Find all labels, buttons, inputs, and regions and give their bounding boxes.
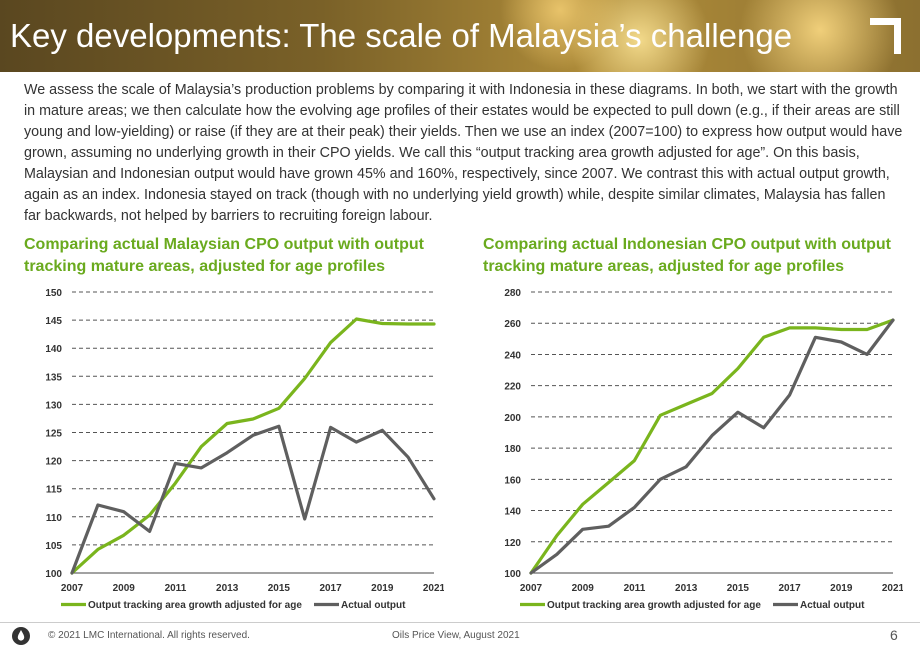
malaysia-y-tick-label: 115: [46, 485, 63, 496]
indonesia-y-tick-label: 180: [504, 444, 521, 455]
malaysia-y-tick-label: 100: [45, 569, 62, 580]
indonesia-line-chart: 100 120 140 160 180 200 220 240 260 280 2007 2009 20…: [504, 288, 903, 611]
indonesia-y-tick-label: 220: [504, 382, 521, 393]
malaysia-x-tick-label: 2011: [165, 583, 187, 594]
indonesia-chart-title: Comparing actual Indonesian CPO output w…: [483, 236, 891, 275]
malaysia-series-line-adjusted: [70, 317, 436, 575]
indonesia-y-tick-label: 160: [504, 475, 521, 486]
malaysia-series-line-actual: [70, 424, 436, 575]
malaysia-legend-label: Output tracking area growth adjusted for…: [88, 600, 302, 611]
malaysia-y-tick-label: 145: [45, 316, 62, 327]
malaysia-y-tick-label: 125: [45, 429, 62, 440]
indonesia-x-tick-label: 2019: [830, 583, 853, 594]
footer-copyright: © 2021 LMC International. All rights res…: [48, 630, 250, 641]
lmc-logo-icon: [870, 18, 901, 54]
indonesia-legend-label: Output tracking area growth adjusted for…: [547, 600, 761, 611]
malaysia-x-tick-label: 2015: [268, 583, 291, 594]
indonesia-y-tick-label: 240: [504, 350, 521, 361]
malaysia-x-tick-label: 2013: [216, 583, 239, 594]
malaysia-x-tick-label: 2007: [61, 583, 84, 594]
indonesia-y-tick-label: 140: [504, 507, 521, 518]
malaysia-line-chart: 100 105 110 115 120 125 130 135 140 145 150 2007 200…: [45, 288, 444, 611]
page-title: Key developments: The scale of Malaysia’…: [10, 17, 793, 54]
malaysia-y-tick-label: 140: [45, 344, 62, 355]
indonesia-y-tick-label: 280: [504, 288, 521, 299]
footer-source: Oils Price View, August 2021: [392, 630, 520, 641]
intro-paragraph: We assess the scale of Malaysia’s produc…: [24, 82, 903, 224]
indonesia-x-tick-label: 2011: [624, 583, 646, 594]
page-number: 6: [890, 627, 898, 643]
indonesia-x-tick-label: 2021: [882, 583, 903, 594]
drop-icon: [12, 627, 30, 645]
malaysia-y-tick-label: 110: [46, 513, 63, 524]
indonesia-series-line-actual: [529, 318, 895, 575]
malaysia-x-tick-label: 2021: [423, 583, 444, 594]
malaysia-y-tick-label: 150: [45, 288, 62, 299]
indonesia-x-tick-label: 2009: [572, 583, 595, 594]
malaysia-chart-title: Comparing actual Malaysian CPO output wi…: [24, 236, 425, 275]
malaysia-x-tick-label: 2017: [319, 583, 342, 594]
indonesia-y-tick-label: 100: [504, 569, 521, 580]
malaysia-y-tick-label: 120: [45, 457, 62, 468]
indonesia-x-tick-label: 2015: [727, 583, 750, 594]
malaysia-legend-label: Actual output: [341, 600, 406, 611]
indonesia-y-tick-label: 260: [504, 319, 521, 330]
malaysia-x-tick-label: 2009: [113, 583, 136, 594]
indonesia-x-tick-label: 2017: [778, 583, 801, 594]
indonesia-x-tick-label: 2013: [675, 583, 698, 594]
malaysia-y-tick-label: 130: [45, 400, 62, 411]
indonesia-y-tick-label: 200: [504, 413, 521, 424]
indonesia-y-tick-label: 120: [504, 538, 521, 549]
indonesia-legend-label: Actual output: [800, 600, 865, 611]
indonesia-x-tick-label: 2007: [520, 583, 543, 594]
malaysia-y-tick-label: 105: [45, 541, 62, 552]
indonesia-series-line-adjusted: [529, 318, 895, 575]
footer-divider: [0, 622, 920, 623]
malaysia-y-tick-label: 135: [45, 372, 62, 383]
header-banner: Key developments: The scale of Malaysia’…: [0, 0, 920, 72]
malaysia-x-tick-label: 2019: [371, 583, 394, 594]
